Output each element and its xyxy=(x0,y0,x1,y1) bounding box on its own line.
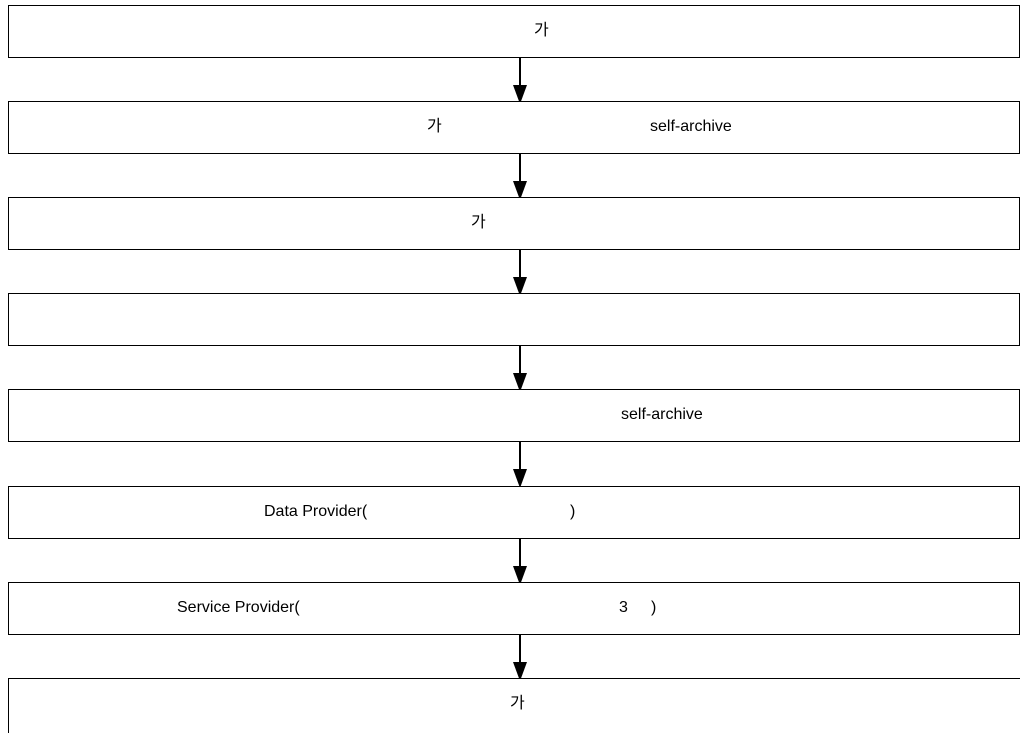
flow-step-1: 가 xyxy=(8,5,1020,58)
step-8-text: 가 xyxy=(510,695,525,712)
down-arrow-2 xyxy=(510,154,530,200)
flow-step-4 xyxy=(8,293,1020,346)
step-6-text-b: ) xyxy=(570,503,576,520)
step-2-text-b: self-archive xyxy=(650,118,732,135)
flow-step-2: 가 self-archive xyxy=(8,101,1020,154)
down-arrow-7 xyxy=(510,635,530,681)
step-1-text: 가 xyxy=(534,22,549,39)
flow-step-3: 가 xyxy=(8,197,1020,250)
step-7-text-b: 3 xyxy=(619,599,628,616)
flow-step-8: 가 xyxy=(8,678,1020,733)
down-arrow-6 xyxy=(510,539,530,585)
flow-step-6: Data Provider( ) xyxy=(8,486,1020,539)
down-arrow-4 xyxy=(510,346,530,392)
down-arrow-5 xyxy=(510,442,530,488)
step-6-text-a: Data Provider( xyxy=(264,503,368,520)
flow-step-5: self-archive xyxy=(8,389,1020,442)
down-arrow-3 xyxy=(510,250,530,296)
down-arrow-1 xyxy=(510,58,530,104)
step-2-text-a: 가 xyxy=(427,118,442,135)
step-3-text: 가 xyxy=(471,214,486,231)
flow-step-7: Service Provider( 3 ) xyxy=(8,582,1020,635)
step-7-text-a: Service Provider( xyxy=(177,599,300,616)
step-5-text: self-archive xyxy=(621,406,703,423)
step-7-text-c: ) xyxy=(651,599,657,616)
